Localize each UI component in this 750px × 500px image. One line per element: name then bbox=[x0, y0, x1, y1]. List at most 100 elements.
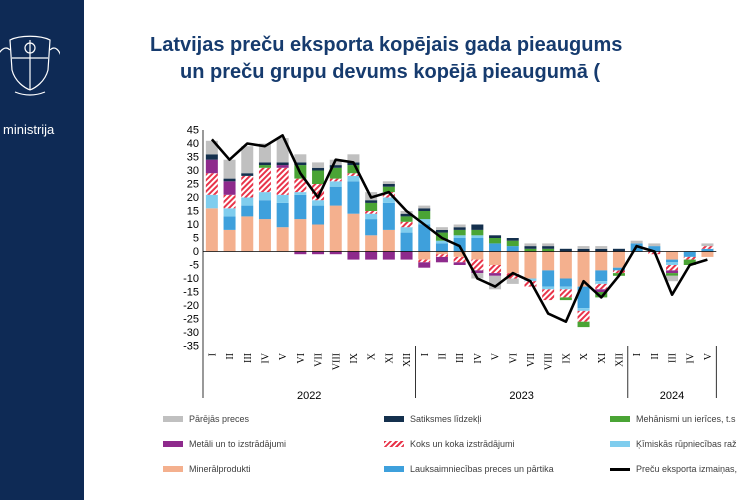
bar-segment bbox=[559, 248, 572, 252]
bar-segment bbox=[400, 232, 413, 252]
bar-segment bbox=[276, 167, 289, 195]
bar-segment bbox=[294, 154, 307, 163]
legend-swatch bbox=[610, 468, 630, 471]
export-change-polyline bbox=[210, 134, 708, 323]
bar-segment bbox=[471, 235, 484, 238]
y-tick-label: -15 bbox=[183, 287, 199, 299]
bar-segment bbox=[223, 208, 236, 217]
x-tick-label: IX bbox=[349, 352, 360, 363]
bar-segment bbox=[453, 262, 466, 265]
x-tick-label: I bbox=[632, 353, 643, 356]
bar-segment bbox=[223, 194, 236, 209]
bar-segment bbox=[241, 205, 254, 217]
bar-segment bbox=[489, 251, 502, 265]
y-tick-label: 5 bbox=[193, 233, 199, 245]
bar-segment bbox=[418, 262, 431, 268]
bar-segment bbox=[471, 229, 484, 236]
bar-segment bbox=[435, 256, 448, 263]
bar-segment bbox=[382, 181, 395, 184]
bar-segment bbox=[453, 256, 466, 263]
bar-segment bbox=[489, 243, 502, 252]
bar-segment bbox=[294, 194, 307, 220]
bar-segment bbox=[205, 194, 218, 209]
year-label: 2023 bbox=[509, 390, 533, 400]
bar-segment bbox=[471, 259, 484, 271]
y-tick-label: -5 bbox=[189, 260, 199, 272]
y-tick-label: 25 bbox=[187, 179, 199, 191]
bar-segment bbox=[577, 321, 590, 328]
y-tick-label: 15 bbox=[187, 206, 199, 218]
bar-segment bbox=[453, 227, 466, 230]
bar-segment bbox=[382, 229, 395, 252]
bar-segment bbox=[312, 167, 325, 171]
bar-segment bbox=[524, 251, 537, 279]
legend-label: Preču eksporta izmaiņas, bbox=[636, 464, 738, 474]
y-tick-label: -20 bbox=[183, 300, 199, 312]
y-tick-label: -35 bbox=[183, 341, 199, 353]
bar-segment bbox=[435, 251, 448, 255]
bar-segment bbox=[666, 275, 679, 282]
bar-segment bbox=[312, 162, 325, 168]
bar-segment bbox=[595, 251, 608, 271]
bar-segment bbox=[418, 259, 431, 263]
bar-segment bbox=[241, 216, 254, 252]
bar-segment bbox=[542, 248, 555, 252]
bar-segment bbox=[205, 159, 218, 174]
x-tick-label: IV bbox=[473, 352, 484, 363]
bar-segment bbox=[435, 229, 448, 233]
bar-segment bbox=[506, 240, 519, 247]
bar-segment bbox=[506, 251, 519, 274]
bar-segment bbox=[595, 289, 608, 292]
bar-segment bbox=[400, 213, 413, 217]
bar-segment bbox=[595, 248, 608, 252]
bar-segment bbox=[612, 267, 625, 271]
bar-segment bbox=[666, 251, 679, 260]
bar-segment bbox=[577, 286, 590, 309]
bar-segment bbox=[329, 251, 342, 255]
legend-label: Minerālprodukti bbox=[189, 464, 251, 474]
bar-segment bbox=[241, 146, 254, 174]
bar-segment bbox=[382, 192, 395, 198]
bar-segment bbox=[223, 181, 236, 195]
bar-segment bbox=[312, 205, 325, 225]
bar-segment bbox=[241, 173, 254, 176]
y-tick-label: 30 bbox=[187, 165, 199, 177]
bar-segment bbox=[365, 235, 378, 252]
bar-segment bbox=[400, 216, 413, 222]
bar-segment bbox=[542, 251, 555, 271]
bar-segment bbox=[506, 278, 519, 284]
bar-segment bbox=[577, 308, 590, 311]
bar-segment bbox=[418, 205, 431, 209]
bar-segment bbox=[612, 248, 625, 252]
x-tick-label: II bbox=[225, 353, 236, 360]
bar-segment bbox=[506, 238, 519, 241]
bar-segment bbox=[612, 251, 625, 268]
bar-segment bbox=[382, 184, 395, 187]
x-tick-label: IV bbox=[685, 352, 696, 363]
x-tick-label: V bbox=[278, 352, 289, 360]
bar-segment bbox=[347, 154, 360, 163]
bar-segment bbox=[701, 251, 714, 257]
y-tick-label: 10 bbox=[187, 219, 199, 231]
bar-segment bbox=[312, 224, 325, 252]
bar-segment bbox=[276, 165, 289, 168]
bar-segment bbox=[701, 248, 714, 252]
bar-segment bbox=[347, 213, 360, 252]
bar-segment bbox=[542, 286, 555, 290]
legend-swatch bbox=[163, 441, 183, 447]
legend-swatch bbox=[610, 441, 630, 447]
export-change-line bbox=[210, 134, 708, 323]
bar-segment bbox=[666, 259, 679, 263]
bar-segment bbox=[595, 283, 608, 290]
x-tick-label: I bbox=[207, 353, 218, 356]
bar-segment bbox=[258, 143, 271, 163]
bar-segment bbox=[205, 154, 218, 160]
bar-segment bbox=[312, 170, 325, 184]
bar-segment bbox=[471, 270, 484, 274]
bar-segment bbox=[666, 265, 679, 271]
bar-segment bbox=[294, 192, 307, 195]
x-tick-label: III bbox=[668, 353, 679, 363]
bar-segment bbox=[471, 224, 484, 230]
bar-segment bbox=[223, 229, 236, 252]
